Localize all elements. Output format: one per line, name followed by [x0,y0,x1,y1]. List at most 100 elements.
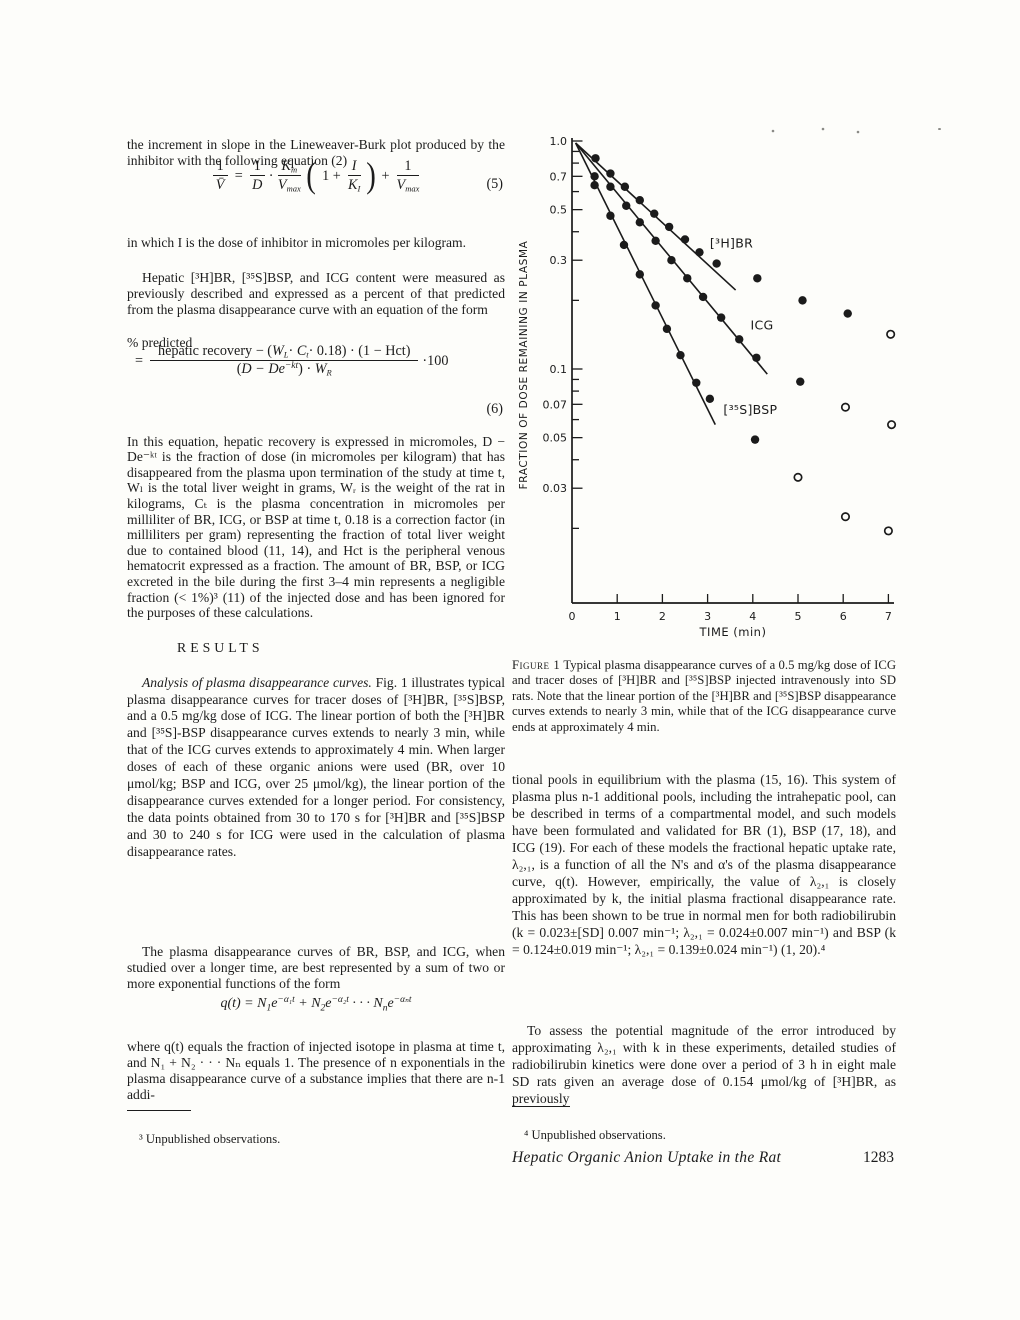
results-heading: RESULTS [177,640,264,655]
data-point-open [883,526,893,536]
data-point [664,222,674,232]
footnote-right: ⁴ Unpublished observations. [524,1127,666,1142]
axes [571,138,894,604]
footnote-rule-right [512,1106,570,1107]
data-point [735,335,744,344]
data-point [662,324,672,334]
svg-text:5: 5 [795,610,802,623]
data-point [667,256,676,265]
paragraph-lineweaver-burk: the increment in slope in the Lineweaver… [127,136,505,168]
svg-text:2: 2 [659,610,666,623]
svg-text:1: 1 [614,610,621,623]
paragraph-exponential-functions: The plasma disappearance curves of BR, B… [127,943,505,992]
paragraph-inhibitor-dose: in which I is the dose of inhibitor in m… [127,234,467,250]
data-point-open [793,472,803,482]
data-point [752,353,761,362]
svg-text:0.7: 0.7 [550,170,568,183]
data-point [591,154,600,163]
equation-6: = hepatic recovery − (WL· Ct· 0.18) · (1… [127,343,505,417]
running-title: Hepatic Organic Anion Uptake in the Rat [512,1149,782,1166]
paragraph-equation-terms: In this equation, hepatic recovery is ex… [127,433,505,621]
data-point [796,377,805,386]
data-point [712,259,721,268]
data-point [692,378,701,387]
svg-text:0: 0 [569,610,576,623]
svg-text:6: 6 [840,610,847,623]
data-point [635,218,644,227]
data-point-open [840,402,851,412]
equation-5-body: 1 V̄ = 1 D · Km Vmax ( 1 + I KI ) + 1 [127,155,505,196]
data-point [635,195,644,205]
figure-caption-label: Figure 1 [512,657,561,672]
svg-text:0.07: 0.07 [543,398,568,411]
curve-label: [³⁵S]BSP [723,402,777,417]
data-point [620,182,630,191]
analysis-lead-in: Analysis of plasma disappearance curves. [142,674,372,690]
data-point [716,313,726,322]
data-point [676,350,685,360]
footnote-left: ³ Unpublished observations. [139,1131,281,1146]
data-point [695,248,704,257]
scan-artifact [938,128,941,130]
svg-text:1.0: 1.0 [550,135,568,148]
figure-caption: Figure 1 Typical plasma disappearance cu… [512,657,896,735]
percent-predicted-label: % predicted [127,334,193,350]
paragraph-n-exponentials: where q(t) equals the fraction of inject… [127,1038,505,1103]
data-point [619,240,629,250]
data-point [622,201,631,210]
svg-text:3: 3 [704,610,711,623]
paragraph-hepatic-content: Hepatic [³H]BR, [³⁵S]BSP, and ICG conten… [127,269,505,318]
svg-text:4: 4 [749,610,756,623]
data-point-open [840,512,851,522]
curve-label: ICG [751,318,774,333]
equation-5: 1 V̄ = 1 D · Km Vmax ( 1 + I KI ) + 1 [127,155,505,216]
x-axis-tick-labels: 0 1 2 3 4 5 6 7 [569,610,892,623]
data-point [606,211,615,220]
data-point [683,274,692,283]
paragraph-analysis: Analysis of plasma disappearance curves.… [127,674,505,859]
series-br: [³H]BR [575,142,896,339]
svg-text:0.03: 0.03 [543,482,568,495]
fraction-hepatic-recovery: hepatic recovery − (WL· Ct· 0.18) · (1 −… [150,343,419,379]
equation-number: (6) [486,400,503,417]
data-point [606,169,615,178]
data-point [680,235,690,244]
data-point [698,292,708,302]
data-point [650,209,659,218]
open-paren: ( [306,155,316,196]
data-point [705,394,715,404]
paragraph-compartmental-model: tional pools in equilibrium with the pla… [512,771,896,957]
page-number: 1283 [863,1149,894,1166]
data-point [843,309,852,318]
data-point [651,301,660,310]
equation-qt: q(t) = N1e−α₁t + N2e−α₂t · · · Nne−αₙt [220,995,412,1014]
curve-label: [³H]BR [710,236,753,251]
fraction-i-over-ki: I KI [347,158,361,194]
page-footer: Hepatic Organic Anion Uptake in the Rat … [512,1149,902,1166]
fraction-1-over-d: 1 D [249,158,265,194]
fraction-1-over-vmax: 1 Vmax [396,158,420,194]
series-bsp: [³⁵S]BSP [574,142,893,536]
data-point-open [886,329,896,339]
equation-number: (5) [486,176,503,192]
data-point [590,180,599,190]
svg-text:0.3: 0.3 [550,254,568,267]
svg-text:0.05: 0.05 [543,432,568,445]
data-point [635,270,644,279]
y-axis-ticks [572,140,583,530]
svg-text:7: 7 [885,610,892,623]
fraction-1-over-vbar: 1 V̄ [212,158,228,194]
x-axis-label: TIME (min) [699,625,767,639]
series-icg: ICG [575,142,897,430]
y-axis-label: FRACTION OF DOSE REMAINING IN PLASMA [518,240,530,489]
figure-1-plot: 1.0 0.7 0.5 0.3 0.1 0.07 0.05 0.03 0 1 2 3 4 5 6 7 TIME … [518,127,897,639]
y-axis-tick-labels: 1.0 0.7 0.5 0.3 0.1 0.07 0.05 0.03 [543,135,568,495]
data-point [651,236,660,245]
close-paren: ) [365,155,376,196]
svg-text:0.1: 0.1 [550,363,568,376]
data-point [606,182,615,191]
fit-line [574,142,717,426]
paragraph-error-assessment: To assess the potential magnitude of the… [512,1022,896,1106]
scan-artifacts [771,127,860,134]
